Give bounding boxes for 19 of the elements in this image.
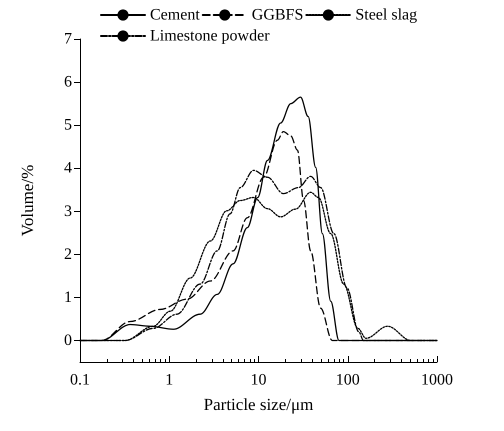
y-tick-label: 7 bbox=[64, 30, 72, 48]
y-tick-label: 1 bbox=[64, 288, 72, 306]
x-tick-label: 10 bbox=[250, 372, 266, 388]
y-tick-label: 5 bbox=[64, 116, 72, 134]
legend-label: GGBFS bbox=[252, 6, 304, 24]
y-tick-label: 4 bbox=[64, 160, 72, 177]
y-tick-label: 3 bbox=[64, 202, 72, 220]
y-tick-label: 6 bbox=[64, 74, 72, 91]
x-tick-label: 1000 bbox=[421, 372, 453, 388]
x-tick-label: 1 bbox=[165, 372, 174, 388]
legend-label: Limestone powder bbox=[150, 28, 270, 44]
y-tick-label: 0 bbox=[64, 332, 72, 349]
y-tick-label: 2 bbox=[64, 246, 72, 263]
legend-label: Cement bbox=[150, 6, 200, 24]
x-tick-label: 100 bbox=[336, 372, 360, 388]
x-axis-title: Particle size/μm bbox=[204, 395, 314, 414]
x-tick-label: 0.1 bbox=[70, 372, 90, 388]
y-axis-title: Volume/% bbox=[18, 164, 37, 236]
legend-label: Steel slag bbox=[355, 6, 418, 24]
